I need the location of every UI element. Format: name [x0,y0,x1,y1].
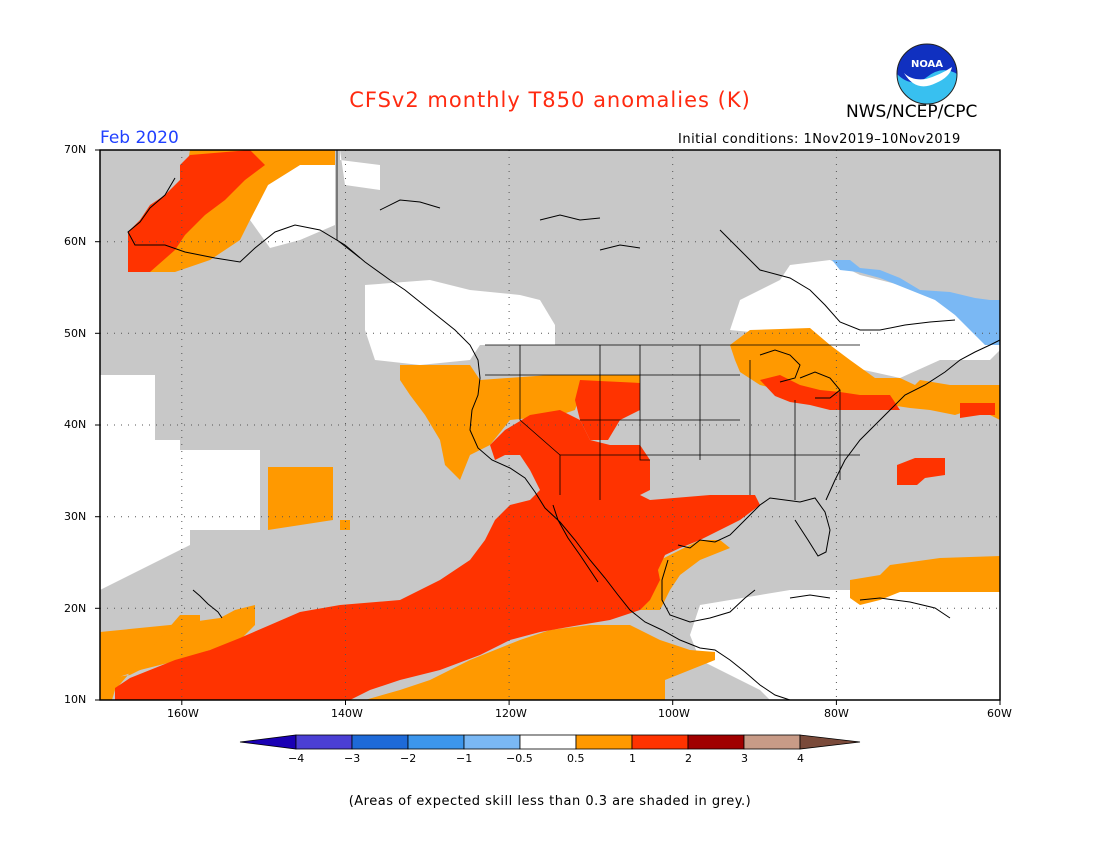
legend-label: 2 [685,752,692,765]
light-blue-area [832,260,1000,345]
lat-label-30n: 30N [64,510,87,523]
lat-label-60n: 60N [64,235,87,248]
legend-label: 1 [629,752,636,765]
lon-label-60w: 60W [987,707,1012,720]
legend-label: −4 [288,752,305,765]
valid-month: Feb 2020 [100,128,179,148]
initial-conditions: Initial conditions: 1Nov2019–10Nov2019 [678,132,961,147]
chart-title: CFSv2 monthly T850 anomalies (K) [349,88,751,112]
lon-label-100w: 100W [658,707,690,720]
legend-label: −2 [400,752,417,765]
coastlines [127,177,1001,701]
lat-label-70n: 70N [64,143,87,156]
lon-label-160w: 160W [167,707,199,720]
org-label: NWS/NCEP/CPC [846,102,978,122]
legend-label: 4 [797,752,804,765]
legend-label: 3 [741,752,748,765]
lat-label-40n: 40N [64,418,87,431]
legend-label: 0.5 [567,752,585,765]
lat-label-50n: 50N [64,327,87,340]
noaa-logo: NOAA [896,43,958,105]
state-borders [336,150,860,500]
axis-ticks [95,149,1001,705]
logo-text: NOAA [911,59,943,70]
lon-label-120w: 120W [495,707,527,720]
lon-label-140w: 140W [331,707,363,720]
lon-label-80w: 80W [824,707,849,720]
legend-label: −3 [344,752,361,765]
legend-label: −0.5 [506,752,533,765]
skill-note: (Areas of expected skill less than 0.3 a… [348,794,752,809]
graticule [100,150,1000,700]
lat-label-20n: 20N [64,602,87,615]
lat-label-10n: 10N [64,693,87,706]
white-areas [100,150,1000,700]
legend-label: −1 [456,752,473,765]
